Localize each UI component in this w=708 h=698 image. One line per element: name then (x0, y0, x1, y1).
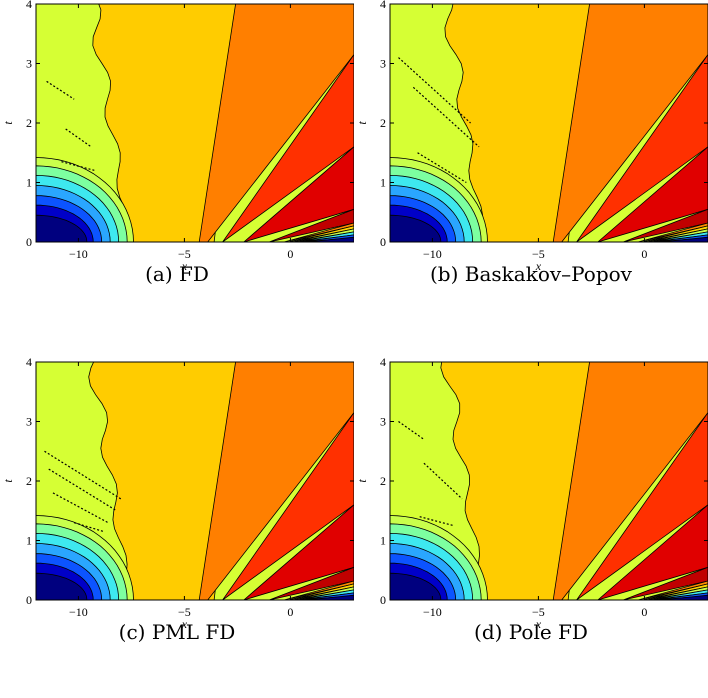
x-tick-label: −10 (423, 605, 442, 619)
x-tick-label: 0 (287, 605, 293, 619)
caption-b: (b) Baskakov–Popov (354, 262, 708, 286)
y-tick-label: 1 (380, 534, 386, 548)
y-tick-label: 0 (380, 593, 386, 607)
y-tick-label: 4 (26, 0, 32, 11)
y-tick-label: 3 (380, 57, 386, 71)
y-tick-label: 2 (380, 116, 386, 130)
y-axis-label: t (1, 479, 15, 483)
y-tick-label: 4 (380, 0, 386, 11)
x-tick-label: 0 (641, 247, 647, 261)
y-axis-label: t (1, 121, 15, 125)
y-axis-label: t (355, 121, 369, 125)
x-tick-label: 0 (287, 247, 293, 261)
contour-fill-group (390, 358, 708, 600)
y-tick-label: 1 (380, 176, 386, 190)
y-tick-label: 2 (26, 116, 32, 130)
y-tick-label: 3 (26, 57, 32, 71)
x-tick-label: −10 (69, 247, 88, 261)
y-tick-label: 1 (26, 176, 32, 190)
y-tick-label: 3 (380, 415, 386, 429)
y-tick-label: 0 (380, 235, 386, 249)
y-tick-label: 2 (380, 474, 386, 488)
y-tick-label: 4 (26, 358, 32, 369)
caption-a: (a) FD (0, 262, 354, 286)
y-tick-label: 0 (26, 593, 32, 607)
contour-fill-group (36, 0, 354, 242)
contour-fill-group (36, 358, 354, 600)
x-tick-label: 0 (641, 605, 647, 619)
y-axis-label: t (355, 479, 369, 483)
y-tick-label: 0 (26, 235, 32, 249)
x-tick-label: −10 (423, 247, 442, 261)
y-tick-label: 2 (26, 474, 32, 488)
y-tick-label: 3 (26, 415, 32, 429)
contour-fill-group (390, 0, 708, 242)
y-tick-label: 1 (26, 534, 32, 548)
y-tick-label: 4 (380, 358, 386, 369)
caption-c: (c) PML FD (0, 620, 354, 644)
caption-d: (d) Pole FD (354, 620, 708, 644)
x-tick-label: −10 (69, 605, 88, 619)
